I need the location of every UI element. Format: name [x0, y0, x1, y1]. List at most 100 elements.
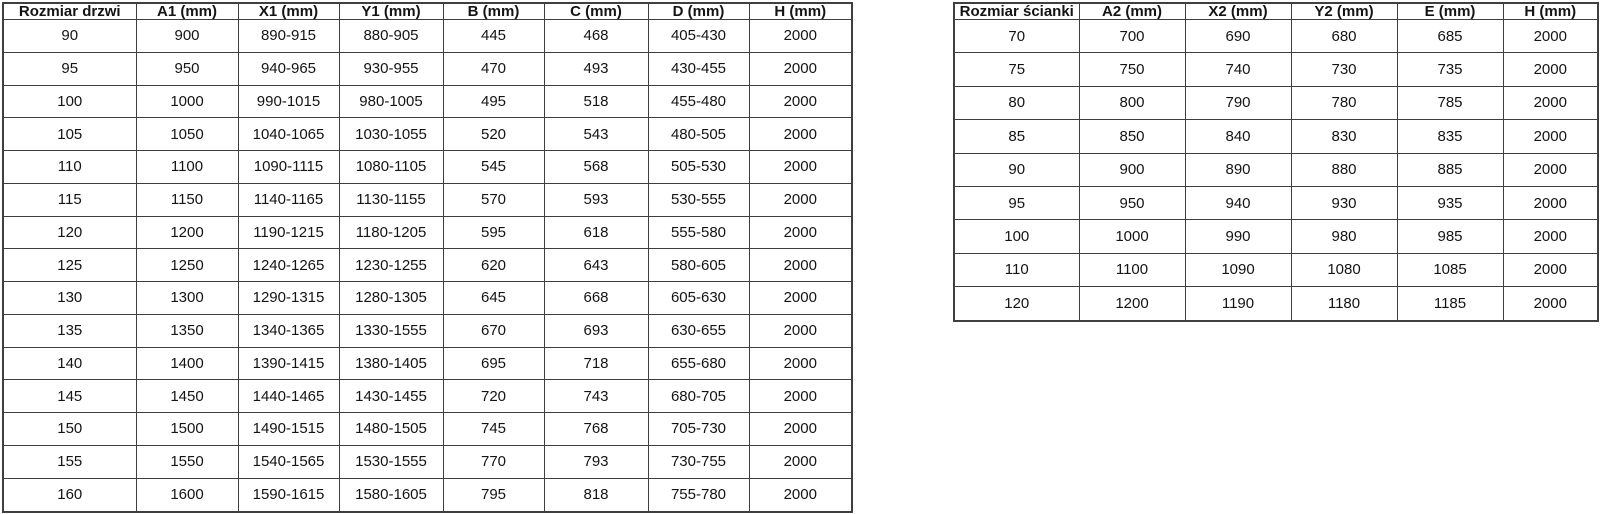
table-cell: 643: [543, 248, 649, 282]
table-cell: 1430-1455: [338, 379, 444, 413]
table-cell: 1085: [1396, 252, 1504, 288]
table-cell: 1450: [135, 379, 239, 413]
table-cell: 1180-1205: [338, 215, 444, 250]
table-cell: 520: [442, 117, 545, 151]
table-cell: 1530-1555: [338, 444, 444, 479]
table-cell: 680: [1290, 18, 1398, 54]
table-cell: 2000: [748, 117, 853, 151]
table-cell: 1300: [135, 281, 239, 315]
wall-sizes-header-row: Rozmiar ścianki A2 (mm) X2 (mm) Y2 (mm) E (m…: [953, 2, 1599, 20]
table-cell: 110: [953, 252, 1080, 288]
table-cell: 720: [442, 379, 545, 413]
column-header: X2 (mm): [1184, 2, 1292, 20]
table-cell: 690: [1184, 18, 1292, 54]
table-cell: 700: [1078, 18, 1186, 54]
table-cell: 985: [1396, 219, 1504, 254]
table-cell: 790: [1184, 85, 1292, 121]
table-cell: 2000: [1502, 18, 1599, 54]
table-cell: 100: [953, 219, 1080, 254]
table-cell: 780: [1290, 85, 1398, 121]
table-cell: 1290-1315: [237, 281, 340, 315]
table-row: 100 1000 990-1015 980-1005 495 518 455-480 2000: [2, 84, 853, 119]
table-cell: 90: [2, 19, 137, 53]
table-row: 160 1600 1590-1615 1580-1605 795 818 755-780 20…: [2, 477, 853, 513]
table-cell: 75: [953, 52, 1080, 87]
table-cell: 2000: [1502, 152, 1599, 187]
table-cell: 750: [1078, 52, 1186, 87]
table-cell: 1240-1265: [237, 248, 340, 282]
column-header: H (mm): [1502, 2, 1599, 20]
table-cell: 505-530: [647, 150, 750, 184]
table-cell: 818: [543, 477, 649, 513]
table-cell: 1200: [1078, 286, 1186, 322]
table-cell: 2000: [748, 313, 853, 348]
table-cell: 1090: [1184, 252, 1292, 288]
column-header: Y1 (mm): [338, 2, 444, 20]
door-sizes-table: Rozmiar drzwi A1 (mm) X1 (mm) Y1 (mm) B (mm)…: [2, 2, 853, 513]
table-cell: 1050: [135, 117, 239, 151]
table-cell: 935: [1396, 185, 1504, 221]
table-cell: 1030-1055: [338, 117, 444, 151]
table-cell: 768: [543, 412, 649, 446]
table-cell: 120: [953, 286, 1080, 322]
table-cell: 140: [2, 346, 137, 381]
table-cell: 2000: [748, 281, 853, 315]
column-header: A1 (mm): [135, 2, 239, 20]
table-cell: 115: [2, 182, 137, 217]
table-row: 155 1550 1540-1565 1530-1555 770 793 730-755 20…: [2, 444, 853, 479]
table-cell: 580-605: [647, 248, 750, 282]
table-cell: 568: [543, 150, 649, 184]
table-cell: 1590-1615: [237, 477, 340, 513]
table-cell: 735: [1396, 52, 1504, 87]
table-row: 90 900 890-915 880-905 445 468 405-430 2000: [2, 19, 853, 53]
table-cell: 830: [1290, 119, 1398, 154]
table-row: 120 1200 1190-1215 1180-1205 595 618 555-580 20…: [2, 215, 853, 250]
table-cell: 1600: [135, 477, 239, 513]
column-header: B (mm): [442, 2, 545, 20]
table-cell: 730-755: [647, 444, 750, 479]
table-cell: 150: [2, 412, 137, 446]
table-cell: 1040-1065: [237, 117, 340, 151]
table-cell: 480-505: [647, 117, 750, 151]
table-cell: 1490-1515: [237, 412, 340, 446]
table-cell: 890-915: [237, 19, 340, 53]
table-cell: 2000: [748, 477, 853, 513]
table-row: 135 1350 1340-1365 1330-1555 670 693 630-655 20…: [2, 313, 853, 348]
table-cell: 2000: [748, 346, 853, 381]
table-cell: 620: [442, 248, 545, 282]
table-cell: 110: [2, 150, 137, 184]
table-cell: 990: [1184, 219, 1292, 254]
door-sizes-header-row: Rozmiar drzwi A1 (mm) X1 (mm) Y1 (mm) B (mm)…: [2, 2, 853, 20]
table-row: 150 1500 1490-1515 1480-1505 745 768 705-730 20…: [2, 412, 853, 446]
table-cell: 645: [442, 281, 545, 315]
table-cell: 685: [1396, 18, 1504, 54]
table-cell: 980: [1290, 219, 1398, 254]
table-cell: 125: [2, 248, 137, 282]
table-cell: 105: [2, 117, 137, 151]
table-row: 120 1200 1190 1180 1185 2000: [953, 286, 1599, 322]
table-cell: 1000: [1078, 219, 1186, 254]
table-row: 95 950 940 930 935 2000: [953, 185, 1599, 221]
column-header: Rozmiar ścianki: [953, 2, 1080, 20]
table-cell: 130: [2, 281, 137, 315]
table-cell: 2000: [748, 19, 853, 53]
table-row: 145 1450 1440-1465 1430-1455 720 743 680-705 20…: [2, 379, 853, 413]
table-cell: 770: [442, 444, 545, 479]
table-row: 110 1100 1090 1080 1085 2000: [953, 252, 1599, 288]
table-cell: 70: [953, 18, 1080, 54]
table-cell: 1100: [1078, 252, 1186, 288]
table-cell: 543: [543, 117, 649, 151]
table-cell: 1230-1255: [338, 248, 444, 282]
table-cell: 2000: [748, 215, 853, 250]
table-row: 115 1150 1140-1165 1130-1155 570 593 530-555 20…: [2, 182, 853, 217]
table-cell: 120: [2, 215, 137, 250]
table-cell: 880: [1290, 152, 1398, 187]
table-cell: 1250: [135, 248, 239, 282]
table-cell: 850: [1078, 119, 1186, 154]
column-header: C (mm): [543, 2, 649, 20]
table-cell: 900: [1078, 152, 1186, 187]
table-cell: 835: [1396, 119, 1504, 154]
table-cell: 1480-1505: [338, 412, 444, 446]
table-cell: 155: [2, 444, 137, 479]
table-cell: 618: [543, 215, 649, 250]
